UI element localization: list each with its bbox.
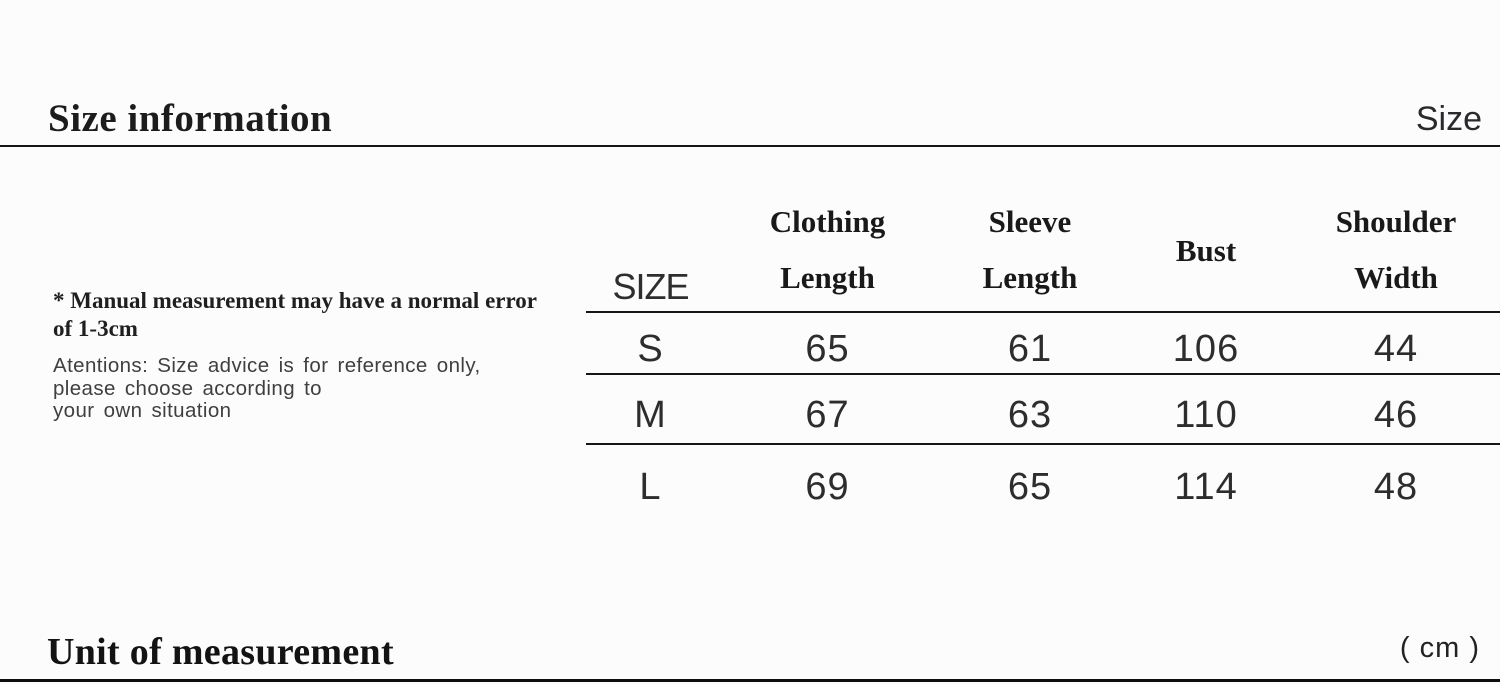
- attention-note-line2: please choose according to: [53, 376, 322, 400]
- attention-note: Atentions: Size advice is for reference …: [53, 354, 593, 423]
- cell-m-bust: 110: [1174, 393, 1238, 436]
- unit-cm-label: ( cm ): [1399, 632, 1480, 664]
- cell-s-size: S: [637, 327, 664, 370]
- column-header-clothing-length-line2: Length: [780, 260, 875, 295]
- column-header-bust-label: Bust: [1175, 233, 1237, 268]
- column-header-shoulder-width: Shoulder Width: [1292, 190, 1500, 311]
- bottom-divider: [0, 679, 1500, 682]
- column-header-shoulder-width-line1: Shoulder: [1335, 204, 1457, 239]
- unit-of-measurement-title: Unit of measurement: [47, 631, 394, 673]
- column-header-clothing-length: Clothing Length: [715, 190, 940, 311]
- header-divider: [0, 145, 1500, 147]
- cell-l-clothing-length: 69: [805, 465, 850, 508]
- cell-s-bust: 106: [1172, 327, 1240, 370]
- cell-m-size: M: [634, 393, 667, 436]
- cell-m-sleeve-length: 63: [1007, 393, 1053, 436]
- size-table-header-row: SIZE Clothing Length Sleeve Length Bust …: [586, 190, 1500, 313]
- column-header-sleeve-length: Sleeve Length: [940, 190, 1120, 311]
- cell-m-clothing-length: 67: [805, 393, 850, 436]
- cell-l-sleeve-length: 65: [1007, 465, 1053, 508]
- cell-s-clothing-length: 65: [805, 327, 850, 370]
- column-header-sleeve-length-line2: Length: [982, 260, 1078, 295]
- table-row-size-l: L 69 65 114 48: [586, 445, 1500, 517]
- cell-l-bust: 114: [1174, 465, 1238, 508]
- cell-l-size: L: [639, 465, 662, 508]
- cell-m-shoulder-width: 46: [1373, 393, 1419, 436]
- attention-note-line1: Atentions: Size advice is for reference …: [53, 354, 481, 377]
- attention-note-line3: your own situation: [53, 399, 232, 422]
- table-row-size-s: S 65 61 106 44: [586, 313, 1500, 375]
- table-row-size-m: M 67 63 110 46: [586, 375, 1500, 445]
- column-header-size-label: SIZE: [612, 266, 689, 307]
- header-right-label: Size: [1415, 100, 1482, 138]
- column-header-clothing-length-line1: Clothing: [769, 204, 886, 239]
- column-header-sleeve-length-line1: Sleeve: [988, 204, 1072, 239]
- manual-measurement-note-line2: of 1-3cm: [53, 316, 138, 341]
- manual-measurement-note-line1: * Manual measurement may have a normal e…: [53, 288, 537, 313]
- column-header-shoulder-width-line2: Width: [1354, 260, 1438, 295]
- measurement-notes: * Manual measurement may have a normal e…: [53, 287, 593, 423]
- manual-measurement-note: * Manual measurement may have a normal e…: [53, 287, 593, 343]
- page-title: Size information: [48, 97, 333, 140]
- size-table: SIZE Clothing Length Sleeve Length Bust …: [586, 190, 1500, 517]
- column-header-bust: Bust: [1120, 190, 1292, 311]
- cell-s-shoulder-width: 44: [1373, 327, 1419, 370]
- cell-s-sleeve-length: 61: [1007, 327, 1053, 370]
- column-header-size: SIZE: [586, 190, 715, 311]
- cell-l-shoulder-width: 48: [1373, 465, 1419, 508]
